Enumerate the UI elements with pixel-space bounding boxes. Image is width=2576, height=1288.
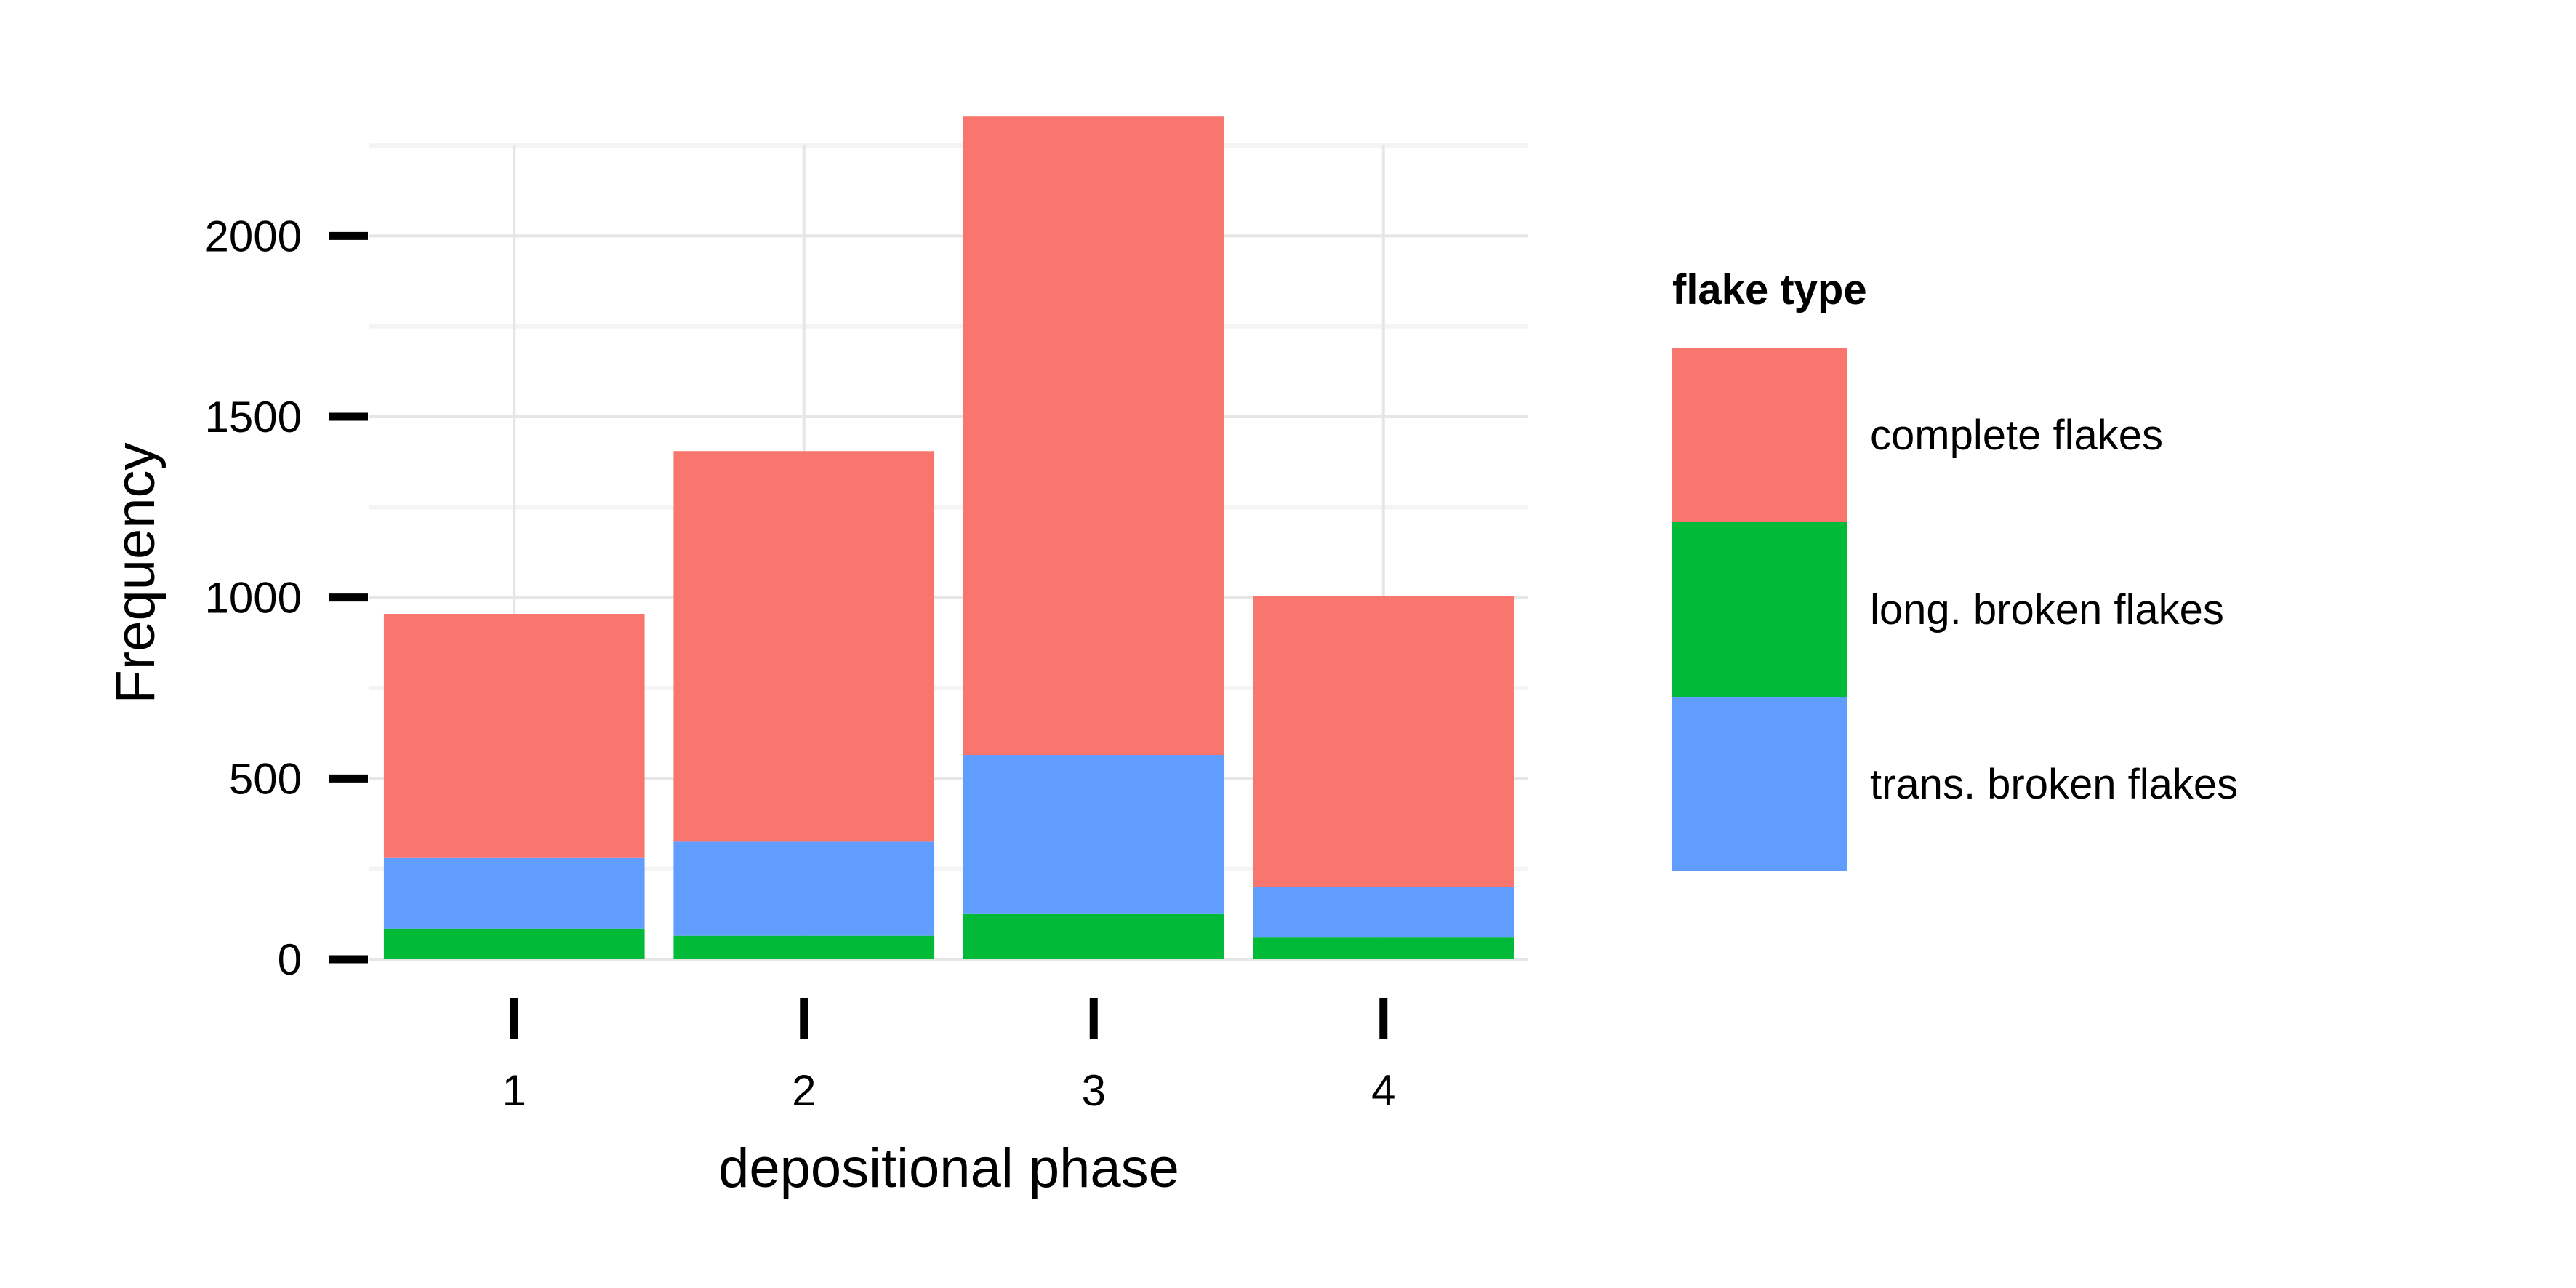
bar-segment <box>1253 887 1514 938</box>
x-tick-label: 2 <box>792 1066 816 1115</box>
y-tick-label: 500 <box>229 754 302 803</box>
y-tick-label: 2000 <box>205 212 302 260</box>
x-tick-label: 1 <box>502 1066 526 1115</box>
bar-segment <box>673 451 935 842</box>
legend-label: trans. broken flakes <box>1870 761 2238 808</box>
y-tick-label: 1000 <box>205 574 302 623</box>
y-axis-title: Frequency <box>105 442 166 703</box>
legend: flake type complete flakes long. broken f… <box>1672 266 2238 871</box>
x-tick-label: 3 <box>1082 1066 1106 1115</box>
bar-segment <box>673 935 935 959</box>
legend-label: complete flakes <box>1870 412 2163 459</box>
axes: 0 500 1000 1500 2000 1 2 3 4 <box>205 212 1396 1115</box>
x-axis-title: depositional phase <box>718 1137 1179 1199</box>
y-tick-label: 1500 <box>205 393 302 441</box>
bar-segment <box>673 841 935 936</box>
legend-key <box>1672 522 1847 697</box>
legend-key <box>1672 697 1847 871</box>
bar-segment <box>963 755 1224 914</box>
bar-segment <box>963 913 1224 959</box>
bar-segment <box>383 614 645 858</box>
bar-segment <box>383 857 645 929</box>
y-tick-label: 0 <box>278 935 302 984</box>
bar-segment <box>963 116 1224 756</box>
x-tick-label: 4 <box>1371 1066 1395 1115</box>
bars <box>383 116 1514 959</box>
bar-segment <box>383 928 645 959</box>
legend-key <box>1672 348 1847 522</box>
legend-title: flake type <box>1672 266 1867 313</box>
bar-segment <box>1253 596 1514 887</box>
bar-segment <box>1253 937 1514 959</box>
legend-label: long. broken flakes <box>1870 586 2224 633</box>
